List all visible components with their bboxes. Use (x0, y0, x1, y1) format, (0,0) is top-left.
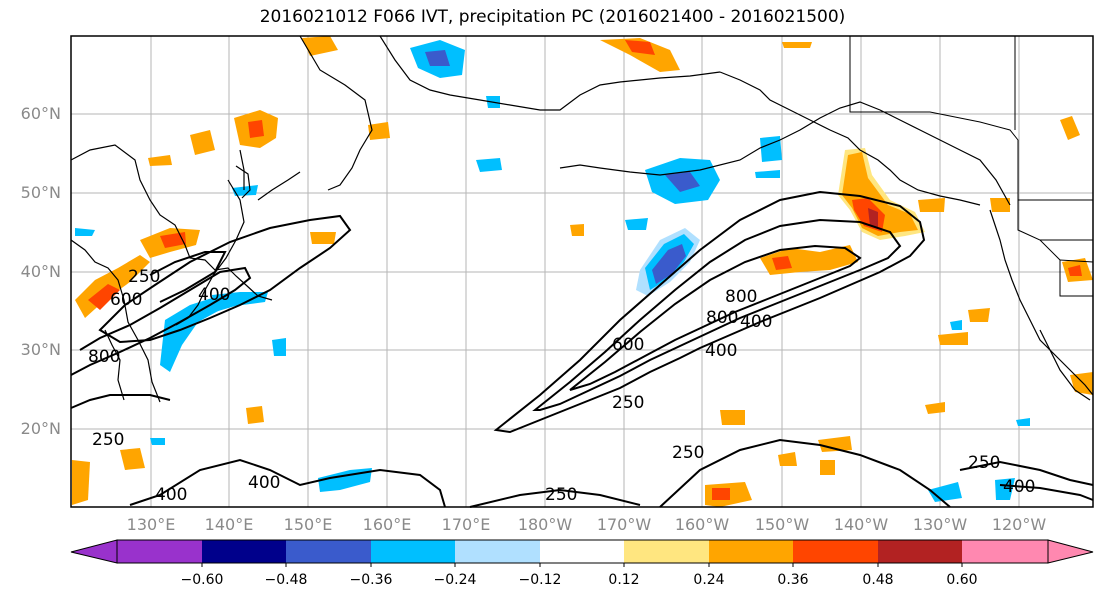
lon-label: 150°W (754, 515, 810, 534)
contour-labels: 250 400 600 800 800 400 250 800 400 250 … (88, 267, 1035, 505)
contour-label: 250 (612, 393, 644, 413)
contour-label: 250 (672, 443, 704, 463)
positive-precip-shading (72, 36, 1093, 507)
lat-label: 30°N (20, 340, 61, 359)
map-frame (70, 35, 1094, 508)
lon-label: 150°E (283, 515, 333, 534)
lon-label: 170°E (441, 515, 491, 534)
lat-label: 60°N (20, 104, 61, 123)
contour-label: 400 (705, 341, 737, 361)
contour-label: 250 (128, 267, 160, 287)
contour-label: 250 (968, 453, 1000, 473)
negative-precip-shading (75, 40, 1030, 502)
lon-label: 170°W (596, 515, 652, 534)
colorbar-tick-label: 0.24 (693, 572, 725, 588)
colorbar-tick-label: −0.24 (433, 572, 477, 588)
colorbar-tick-label: −0.36 (349, 572, 393, 588)
lat-label: 20°N (20, 419, 61, 438)
contour-label: 600 (110, 290, 142, 310)
contour-label: 250 (92, 430, 124, 450)
colorbar (70, 539, 1094, 567)
lon-label: 160°W (674, 515, 730, 534)
colorbar-tick-label: −0.60 (180, 572, 224, 588)
contour-label: 800 (88, 347, 120, 367)
lon-label: 120°W (991, 515, 1047, 534)
contour-label: 800 (706, 308, 738, 328)
contour-label: 400 (248, 473, 280, 493)
contour-label: 400 (198, 285, 230, 305)
contour-label: 600 (612, 335, 644, 355)
colorbar-tick-label: −0.12 (518, 572, 562, 588)
lat-label: 40°N (20, 262, 61, 281)
lon-label: 180°W (517, 515, 573, 534)
colorbar-tick-label: 0.36 (777, 572, 809, 588)
contour-label: 400 (155, 485, 187, 505)
colorbar-tick-label: 0.48 (862, 572, 894, 588)
lon-label: 130°E (126, 515, 176, 534)
contour-label: 250 (545, 485, 577, 505)
colorbar-tick-label: −0.48 (264, 572, 308, 588)
lon-label: 140°W (833, 515, 889, 534)
lon-label: 130°W (912, 515, 968, 534)
contour-label: 800 (725, 287, 757, 307)
lat-label: 50°N (20, 183, 61, 202)
map-title: 2016021012 F066 IVT, precipitation PC (2… (259, 7, 846, 27)
ivt-contours (70, 190, 1094, 508)
colorbar-tick-label: 0.60 (946, 572, 978, 588)
lon-label: 160°E (362, 515, 412, 534)
lon-label: 140°E (204, 515, 254, 534)
contour-label: 400 (1003, 477, 1035, 497)
map-area: 250 400 600 800 800 400 250 800 400 250 … (70, 35, 1094, 508)
colorbar-low-arrow (70, 539, 118, 564)
colorbar-tick-label: 0.12 (608, 572, 640, 588)
coastlines (70, 35, 1094, 403)
contour-label: 400 (740, 312, 772, 332)
borders (849, 36, 1094, 297)
colorbar-high-arrow (1047, 539, 1094, 564)
